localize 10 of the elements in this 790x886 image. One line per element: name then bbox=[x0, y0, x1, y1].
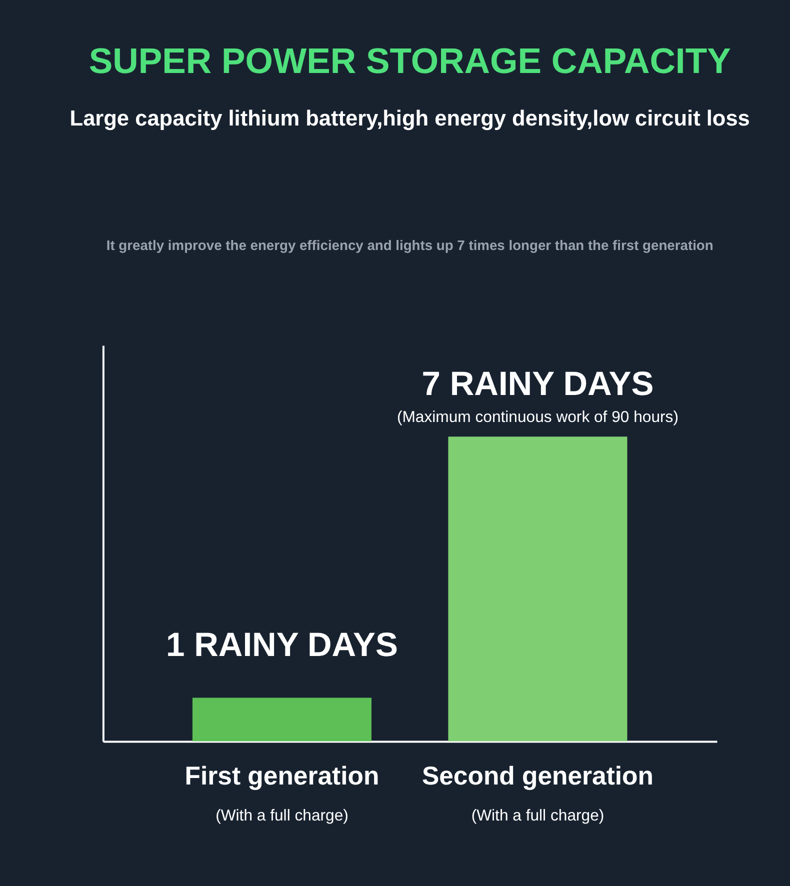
text: (With a full charge) bbox=[216, 807, 348, 824]
data-label: 1 RAINY DAYS bbox=[166, 627, 398, 664]
text: (With a full charge) bbox=[471, 807, 604, 824]
data-label: 7 RAINY DAYS bbox=[422, 366, 654, 404]
text: (Maximum continuous work of 90 hours) bbox=[396, 408, 678, 426]
x-tick-label: Second generation bbox=[422, 762, 654, 790]
chart-subtitle: Large capacity lithium battery,high energy density,low circuit loss bbox=[70, 105, 750, 130]
x-tick-label: First generation bbox=[184, 762, 380, 790]
text: It greatly improve the energy efficiency and lights up 7 times longer than the first generation bbox=[106, 237, 714, 254]
chart-title: SUPER POWER STORAGE CAPACITY bbox=[88, 41, 732, 82]
